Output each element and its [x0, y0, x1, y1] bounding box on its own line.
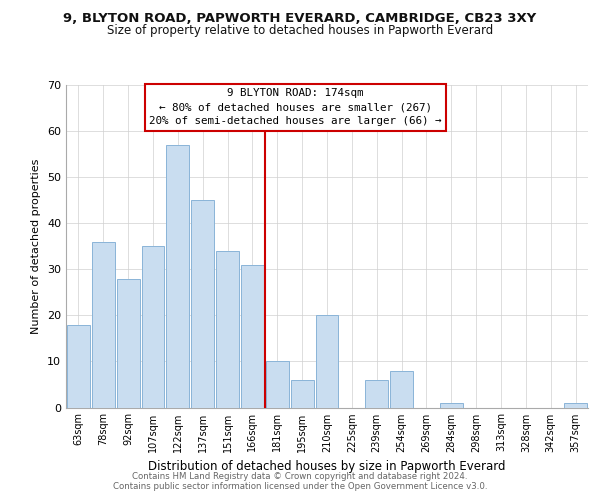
Bar [191, 200, 214, 408]
Bar [440, 403, 463, 407]
Y-axis label: Number of detached properties: Number of detached properties [31, 158, 41, 334]
X-axis label: Distribution of detached houses by size in Papworth Everard: Distribution of detached houses by size … [148, 460, 506, 473]
Text: 9, BLYTON ROAD, PAPWORTH EVERARD, CAMBRIDGE, CB23 3XY: 9, BLYTON ROAD, PAPWORTH EVERARD, CAMBRI… [64, 12, 536, 26]
Bar [291, 380, 314, 407]
Text: 9 BLYTON ROAD: 174sqm
← 80% of detached houses are smaller (267)
20% of semi-det: 9 BLYTON ROAD: 174sqm ← 80% of detached … [149, 88, 442, 126]
Text: Size of property relative to detached houses in Papworth Everard: Size of property relative to detached ho… [107, 24, 493, 37]
Text: Contains public sector information licensed under the Open Government Licence v3: Contains public sector information licen… [113, 482, 487, 491]
Bar [67, 324, 90, 407]
Bar [216, 251, 239, 408]
Bar [142, 246, 164, 408]
Bar [564, 403, 587, 407]
Bar [241, 264, 264, 408]
Bar [316, 316, 338, 408]
Bar [266, 362, 289, 408]
Bar [390, 370, 413, 408]
Bar [92, 242, 115, 408]
Bar [166, 145, 189, 407]
Bar [365, 380, 388, 407]
Bar [117, 278, 140, 407]
Text: Contains HM Land Registry data © Crown copyright and database right 2024.: Contains HM Land Registry data © Crown c… [132, 472, 468, 481]
